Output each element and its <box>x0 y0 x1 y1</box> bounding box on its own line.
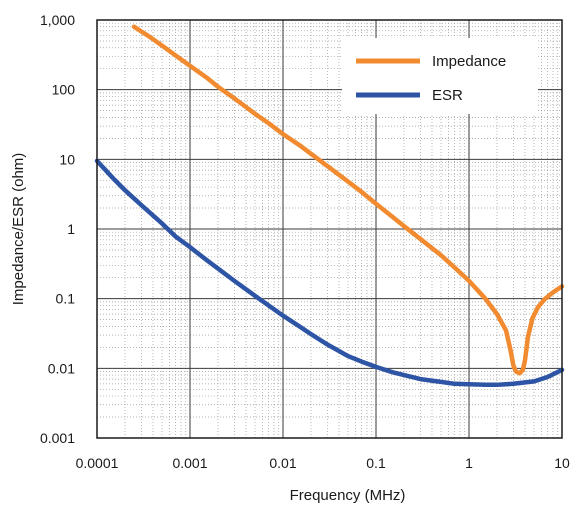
y-tick-label: 1 <box>67 221 75 237</box>
legend-label-esr: ESR <box>432 87 463 104</box>
plot-frame <box>96 19 563 439</box>
x-tick-label: 0.1 <box>366 455 386 471</box>
x-tick-label: 10 <box>554 455 570 471</box>
x-tick-label: 1 <box>465 455 473 471</box>
x-tick-labels: 0.0001 0.001 0.01 0.1 1 10 <box>76 455 570 471</box>
y-tick-labels: 0.001 0.01 0.1 1 10 100 1,000 <box>40 12 75 446</box>
y-tick-label: 10 <box>59 151 75 167</box>
major-grid <box>97 20 562 438</box>
x-axis-title: Frequency (MHz) <box>290 487 406 504</box>
legend: Impedance ESR <box>342 38 538 114</box>
legend-box <box>342 38 538 114</box>
y-tick-label: 100 <box>52 82 76 98</box>
series-layer <box>94 24 565 388</box>
y-tick-label: 1,000 <box>40 12 75 28</box>
y-tick-label: 0.01 <box>48 360 75 376</box>
y-tick-label: 0.1 <box>56 291 76 307</box>
series-line-esr <box>94 158 565 388</box>
y-tick-label: 0.001 <box>40 430 75 446</box>
x-tick-label: 0.001 <box>172 455 207 471</box>
x-tick-label: 0.01 <box>269 455 296 471</box>
series-line-impedance <box>131 24 565 376</box>
y-axis-title: Impedance/ESR (ohm) <box>10 153 27 306</box>
legend-label-impedance: Impedance <box>432 53 506 70</box>
x-tick-label: 0.0001 <box>76 455 119 471</box>
